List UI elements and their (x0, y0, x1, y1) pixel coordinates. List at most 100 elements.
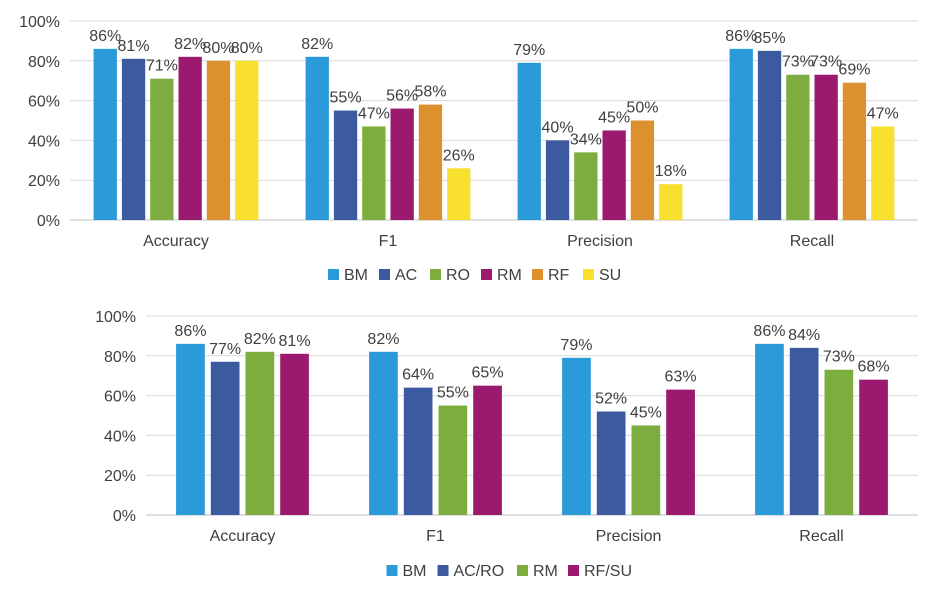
bar-su-precision (659, 184, 683, 220)
data-label: 80% (231, 40, 263, 57)
bar-rf-su-accuracy (280, 353, 309, 515)
data-label: 65% (472, 365, 504, 382)
bar-rm-f1 (438, 405, 468, 515)
bar-chart-bottom: 0%20%40%60%80%100%86%77%82% 81%Accuracy82… (95, 309, 918, 580)
category-label: F1 (426, 528, 445, 545)
bar-rf-su-precision (666, 389, 695, 515)
bar-bm-precision (517, 62, 541, 220)
bar-ac-precision (545, 140, 570, 220)
legend-swatch (517, 565, 528, 576)
bar-ac-accuracy (121, 58, 146, 221)
legend-label: SU (599, 267, 621, 284)
bar-bm-accuracy (176, 343, 205, 515)
legend-swatch (386, 565, 398, 576)
legend-label: RF/SU (584, 563, 632, 580)
bar-ac-ro-precision (596, 411, 626, 515)
data-label: 69% (838, 62, 870, 79)
bar-ro-precision (574, 152, 598, 220)
y-tick-label: 0% (37, 213, 60, 230)
data-label: 84% (788, 327, 820, 344)
bar-rm-accuracy (245, 351, 275, 515)
data-label: 71% (146, 58, 178, 75)
y-tick-label: 80% (28, 54, 60, 71)
data-label: 63% (665, 369, 697, 386)
data-label: 47% (867, 105, 899, 122)
bar-bm-precision (562, 357, 591, 515)
data-label: 56% (386, 88, 418, 105)
bar-ac-ro-f1 (403, 387, 433, 515)
data-label: 73% (823, 349, 855, 366)
category-label: Accuracy (143, 233, 209, 250)
legend-label: AC (395, 267, 417, 284)
legend-label: AC/RO (454, 563, 505, 580)
y-tick-label: 40% (28, 133, 60, 150)
category-label: Precision (567, 233, 633, 250)
legend-swatch (568, 565, 579, 576)
category-label: Recall (790, 233, 834, 250)
data-label: 68% (858, 359, 890, 376)
data-label: 82% (174, 36, 206, 53)
data-label: 79% (513, 42, 545, 59)
bar-bm-recall (729, 48, 753, 220)
y-tick-label: 60% (28, 94, 60, 111)
data-label: 50% (626, 100, 658, 117)
bar-rf-recall (842, 82, 867, 220)
category-label: Accuracy (210, 528, 276, 545)
bar-ro-accuracy (150, 78, 174, 221)
legend-swatch (481, 269, 492, 280)
data-label: 73% (810, 54, 842, 71)
legend-label: RM (533, 563, 558, 580)
y-tick-label: 20% (104, 468, 136, 485)
y-tick-label: 40% (104, 428, 136, 445)
bar-rf-accuracy (206, 60, 231, 220)
bar-rm-precision (602, 130, 626, 220)
y-tick-label: 80% (104, 349, 136, 366)
y-tick-label: 100% (19, 14, 60, 31)
data-label: 82% (367, 331, 399, 348)
bar-su-recall (871, 126, 895, 220)
bar-rm-recall (824, 369, 854, 515)
bar-rm-recall (814, 74, 838, 220)
data-label: 52% (595, 391, 627, 408)
legend-swatch (532, 269, 543, 280)
bar-ac-recall (757, 50, 782, 220)
bar-ro-f1 (362, 126, 386, 220)
bar-ac-f1 (333, 110, 358, 220)
data-label: 55% (330, 90, 362, 107)
data-label: 80% (202, 40, 234, 57)
bar-bm-recall (755, 343, 784, 515)
bar-ac-ro-accuracy (210, 361, 240, 515)
data-label: 86% (725, 28, 757, 45)
bar-bm-f1 (369, 351, 398, 515)
data-label: 85% (754, 30, 786, 47)
category-label: Recall (799, 528, 843, 545)
bar-rf-su-f1 (473, 385, 502, 515)
data-label: 45% (630, 404, 662, 421)
legend-label: RO (446, 267, 470, 284)
data-label: 82% (244, 331, 276, 348)
legend-swatch (430, 269, 441, 280)
bar-bm-f1 (305, 56, 329, 220)
bar-rm-precision (631, 425, 661, 515)
legend-label: RM (497, 267, 522, 284)
bar-ro-recall (786, 74, 810, 220)
data-label: 47% (358, 105, 390, 122)
data-label: 64% (402, 367, 434, 384)
data-label: 82% (301, 36, 333, 53)
legend-swatch (583, 269, 594, 280)
category-label: F1 (379, 233, 398, 250)
bar-ac-ro-recall (789, 347, 819, 515)
data-label: 34% (570, 131, 602, 148)
data-label: 73% (782, 54, 814, 71)
data-label: 77% (209, 341, 241, 358)
bar-su-accuracy (235, 60, 259, 220)
data-label: 26% (443, 147, 475, 164)
category-label: Precision (596, 528, 662, 545)
bar-chart-top: 0%20%40%60%80%100%86%81%71%82%80%80%Accu… (19, 14, 918, 284)
data-label: 81% (118, 38, 150, 55)
y-tick-label: 60% (104, 389, 136, 406)
data-label: 40% (542, 119, 574, 136)
data-label: 45% (598, 109, 630, 126)
data-label: 58% (414, 84, 446, 101)
